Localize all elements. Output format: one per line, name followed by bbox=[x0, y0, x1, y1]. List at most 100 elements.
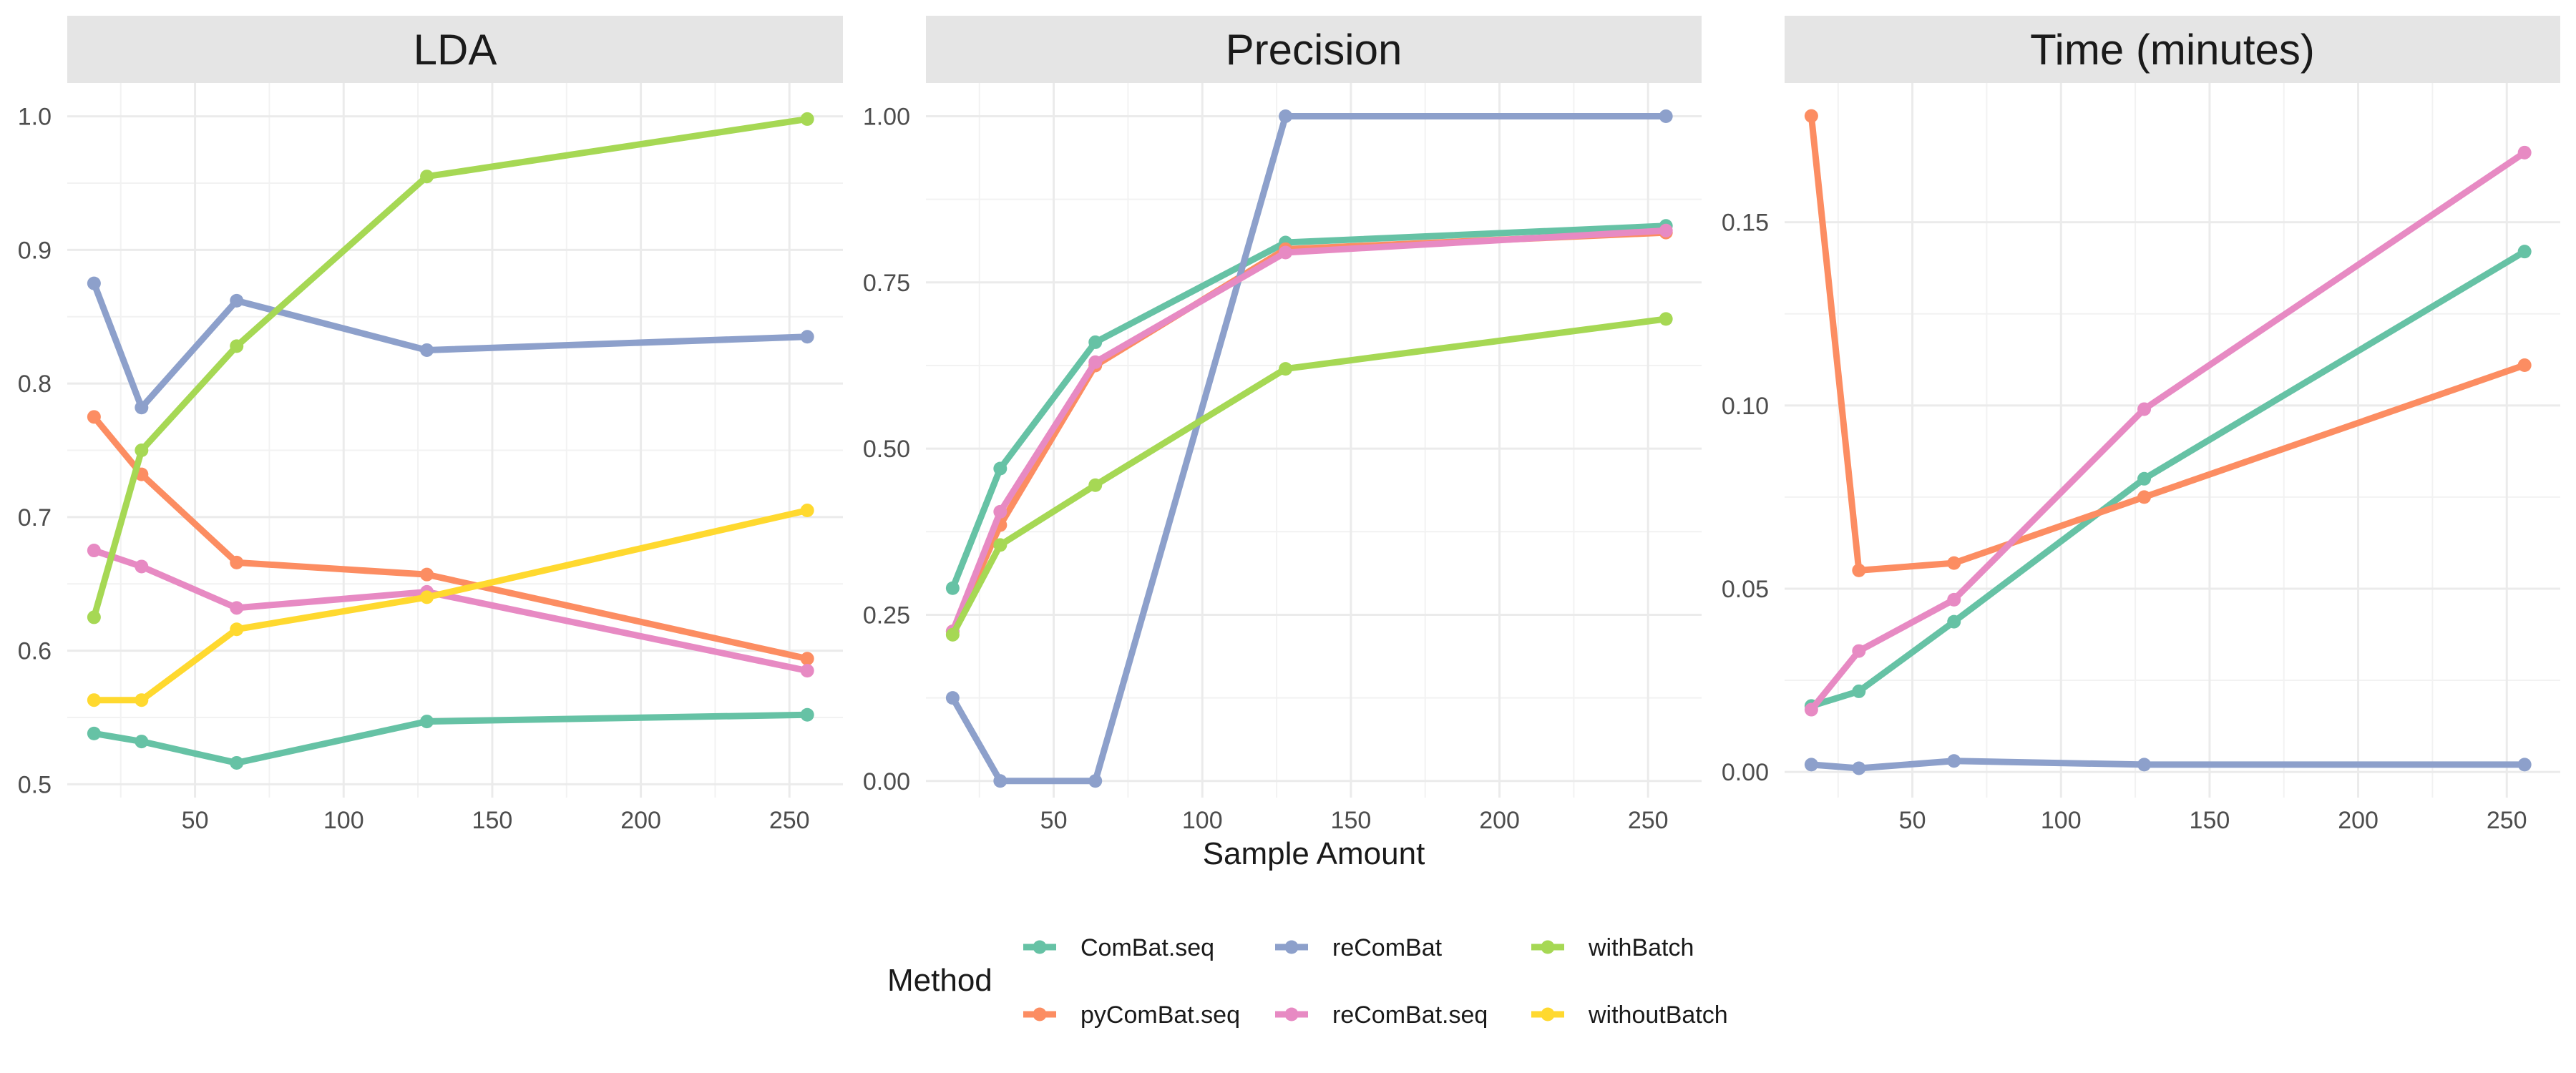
strip-background bbox=[1785, 16, 2560, 83]
data-point bbox=[1852, 644, 1866, 658]
data-point bbox=[230, 339, 244, 353]
data-point bbox=[420, 170, 434, 184]
series-pycombat-seq bbox=[87, 410, 814, 666]
y-tick-label: 0.05 bbox=[1722, 576, 1769, 603]
data-point bbox=[800, 652, 814, 666]
y-tick-label: 1.0 bbox=[18, 104, 52, 131]
legend-label: withBatch bbox=[1588, 934, 1694, 961]
x-tick-label: 150 bbox=[2190, 807, 2230, 834]
x-tick-label: 150 bbox=[472, 807, 513, 834]
data-point bbox=[2517, 358, 2532, 372]
data-point bbox=[2137, 490, 2152, 504]
data-point bbox=[800, 330, 814, 344]
data-point bbox=[87, 544, 101, 558]
data-point bbox=[1804, 702, 1818, 717]
data-point bbox=[2517, 145, 2532, 160]
data-point bbox=[87, 410, 101, 424]
x-tick-label: 200 bbox=[620, 807, 661, 834]
x-tick-label: 50 bbox=[1040, 807, 1068, 834]
legend-label: reComBat bbox=[1332, 934, 1443, 961]
series-combat-seq bbox=[87, 707, 814, 770]
data-point bbox=[1947, 592, 1961, 607]
series-withoutbatch bbox=[87, 504, 814, 707]
series-line bbox=[950, 222, 1667, 589]
data-point bbox=[230, 755, 244, 770]
tick-labels: 50 100 150 200 250 0.00 0.25 0.50 0.75 1.00 bbox=[863, 103, 1669, 834]
y-tick-label: 0.5 bbox=[18, 771, 52, 798]
x-tick-label: 200 bbox=[1479, 807, 1520, 834]
legend-label: pyComBat.seq bbox=[1080, 1001, 1240, 1029]
data-point bbox=[993, 461, 1008, 476]
legend-item-recombat-seq: reComBat.seq bbox=[1275, 1001, 1488, 1029]
panel-title: Precision bbox=[1226, 26, 1402, 74]
x-axis-title: Sample Amount bbox=[1203, 836, 1425, 871]
panel-lda: LDA 50 100 150 200 250 0.5 0.6 0.7 0.8 0.9 1.0 bbox=[18, 16, 843, 834]
data-point bbox=[87, 693, 101, 707]
legend-label: withoutBatch bbox=[1588, 1001, 1728, 1029]
data-point bbox=[230, 622, 244, 637]
data-point bbox=[1804, 758, 1818, 772]
series-recombat bbox=[1804, 754, 2532, 775]
data-point bbox=[87, 726, 101, 740]
data-point bbox=[1279, 109, 1293, 123]
legend: Method ComBat.seq reComBat withBatch pyComB… bbox=[887, 934, 1728, 1029]
data-point bbox=[230, 601, 244, 615]
y-tick-label: 0.7 bbox=[18, 504, 52, 531]
series-combat-seq bbox=[945, 219, 1673, 595]
x-tick-label: 150 bbox=[1331, 807, 1372, 834]
data-point bbox=[2137, 758, 2152, 772]
data-point bbox=[945, 627, 960, 642]
data-point bbox=[420, 715, 434, 729]
legend-title: Method bbox=[887, 963, 992, 998]
y-tick-label: 0.15 bbox=[1722, 210, 1769, 237]
data-point bbox=[800, 664, 814, 678]
data-point bbox=[993, 504, 1008, 519]
series-line bbox=[1807, 115, 2526, 574]
data-point bbox=[800, 112, 814, 126]
series-recombat bbox=[945, 109, 1673, 788]
data-point bbox=[1804, 109, 1818, 123]
legend-item-pycombat-seq: pyComBat.seq bbox=[1023, 1001, 1240, 1029]
series-line bbox=[950, 315, 1667, 637]
legend-key-point bbox=[1541, 1007, 1555, 1021]
data-point bbox=[135, 444, 149, 458]
legend-item-withoutbatch: withoutBatch bbox=[1531, 1001, 1728, 1029]
panel-title: LDA bbox=[414, 26, 497, 74]
tick-labels: 50 100 150 200 250 0.5 0.6 0.7 0.8 0.9 1.0 bbox=[18, 104, 810, 834]
x-tick-label: 100 bbox=[323, 807, 364, 834]
x-tick-label: 250 bbox=[2487, 807, 2527, 834]
data-point bbox=[87, 276, 101, 290]
data-point bbox=[1947, 754, 1961, 768]
series-line bbox=[91, 115, 808, 619]
legend-key-point bbox=[1033, 940, 1047, 954]
strip-background bbox=[67, 16, 843, 83]
series-recombat-seq bbox=[1804, 145, 2532, 717]
data-point bbox=[230, 293, 244, 308]
data-point bbox=[993, 774, 1008, 788]
y-tick-label: 0.25 bbox=[863, 602, 910, 629]
data-point bbox=[1088, 774, 1103, 788]
grid bbox=[1785, 83, 2560, 798]
data-point bbox=[1659, 312, 1673, 326]
series-line bbox=[1810, 248, 2527, 710]
x-tick-label: 200 bbox=[2338, 807, 2379, 834]
panels: LDA 50 100 150 200 250 0.5 0.6 0.7 0.8 0.9 1.0 Preci… bbox=[18, 16, 2560, 834]
data-point bbox=[800, 504, 814, 518]
x-tick-label: 250 bbox=[769, 807, 810, 834]
data-point bbox=[420, 590, 434, 604]
series-recombat-seq bbox=[945, 223, 1673, 639]
series-withbatch bbox=[87, 112, 814, 624]
y-tick-label: 0.10 bbox=[1722, 393, 1769, 420]
data-point bbox=[1088, 478, 1103, 492]
legend-item-recombat: reComBat bbox=[1275, 934, 1443, 961]
legend-label: reComBat.seq bbox=[1332, 1001, 1488, 1029]
data-point bbox=[87, 610, 101, 624]
y-tick-label: 0.50 bbox=[863, 436, 910, 463]
data-point bbox=[1279, 245, 1293, 260]
y-tick-label: 0.9 bbox=[18, 237, 52, 264]
legend-key-point bbox=[1541, 940, 1555, 954]
y-tick-label: 0.8 bbox=[18, 371, 52, 398]
series-recombat-seq bbox=[87, 544, 814, 678]
data-point bbox=[2517, 245, 2532, 259]
